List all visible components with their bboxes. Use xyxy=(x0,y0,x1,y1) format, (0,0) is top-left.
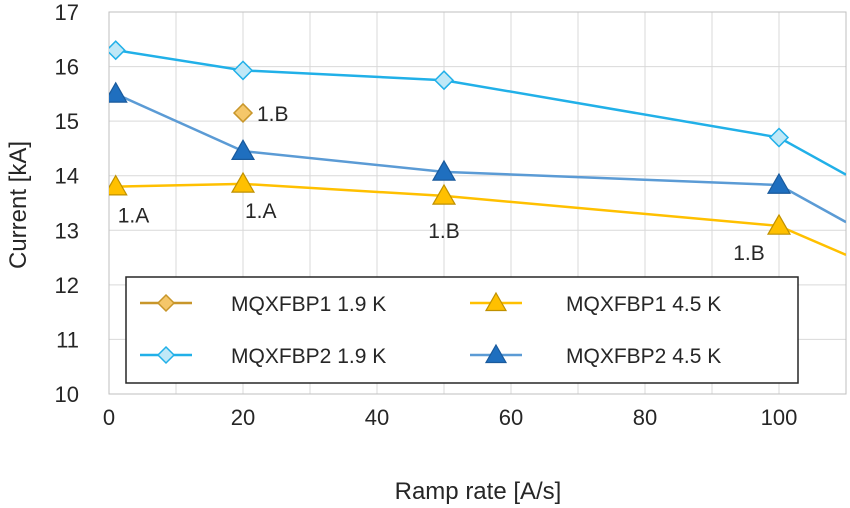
series-2 xyxy=(109,171,846,256)
axes: 0 20 40 60 80 100 10 11 12 13 14 15 16 17 xyxy=(55,0,798,430)
data-point xyxy=(232,102,254,124)
y-tick-label: 12 xyxy=(55,273,79,298)
data-point xyxy=(230,138,256,161)
series-line xyxy=(115,48,846,176)
y-tick-label: 13 xyxy=(55,218,79,243)
legend-label: MQXFBP1 1.9 K xyxy=(231,293,386,316)
legend-label: MQXFBP1 4.5 K xyxy=(566,293,721,316)
legend-marker xyxy=(484,343,508,364)
data-point xyxy=(766,172,792,194)
y-tick-label: 17 xyxy=(55,0,79,25)
x-tick-label: 80 xyxy=(633,405,657,430)
data-point xyxy=(766,213,792,235)
x-tick-label: 0 xyxy=(103,405,115,430)
legend: MQXFBP1 1.9 K MQXFBP1 4.5 K MQXFBP2 1.9 K M… xyxy=(125,276,799,384)
plot-frame xyxy=(108,11,847,395)
legend-box xyxy=(125,276,799,384)
legend-label: MQXFBP2 1.9 K xyxy=(231,345,386,368)
x-axis-title: Ramp rate [A/s] xyxy=(395,478,562,505)
annotation-label: 1.B xyxy=(428,220,460,243)
legend-label: MQXFBP2 4.5 K xyxy=(566,345,721,368)
data-point xyxy=(230,171,256,193)
legend-marker xyxy=(484,291,508,312)
data-point xyxy=(109,81,128,103)
data-point xyxy=(768,127,790,148)
x-tick-label: 100 xyxy=(761,405,798,430)
x-tick-label: 40 xyxy=(365,405,389,430)
data-point xyxy=(109,174,128,196)
annotation-label: 1.B xyxy=(733,242,765,265)
legend-marker xyxy=(156,345,176,365)
legend-marker xyxy=(156,293,176,313)
data-point xyxy=(431,159,457,181)
series-layer xyxy=(109,40,846,256)
annotation-label: 1.A xyxy=(118,205,150,228)
annotation-label: 1.A xyxy=(245,200,277,223)
annotations: 1.B 1.A 1.A 1.B 1.B xyxy=(118,103,765,265)
y-tick-label: 16 xyxy=(55,55,79,80)
y-tick-label: 14 xyxy=(55,164,79,189)
data-point xyxy=(232,60,254,81)
data-point xyxy=(433,70,455,91)
series-3 xyxy=(109,40,846,176)
series-line xyxy=(115,92,846,224)
y-tick-label: 15 xyxy=(55,109,79,134)
annotation-label: 1.B xyxy=(257,103,289,126)
y-axis-title: Current [kA] xyxy=(5,141,32,269)
data-point xyxy=(109,40,126,61)
y-tick-label: 10 xyxy=(55,382,79,407)
series-4 xyxy=(109,81,846,224)
y-tick-label: 11 xyxy=(56,327,79,352)
data-point xyxy=(431,183,457,205)
series-1 xyxy=(232,102,254,124)
x-tick-label: 20 xyxy=(231,405,255,430)
x-tick-label: 60 xyxy=(499,405,523,430)
